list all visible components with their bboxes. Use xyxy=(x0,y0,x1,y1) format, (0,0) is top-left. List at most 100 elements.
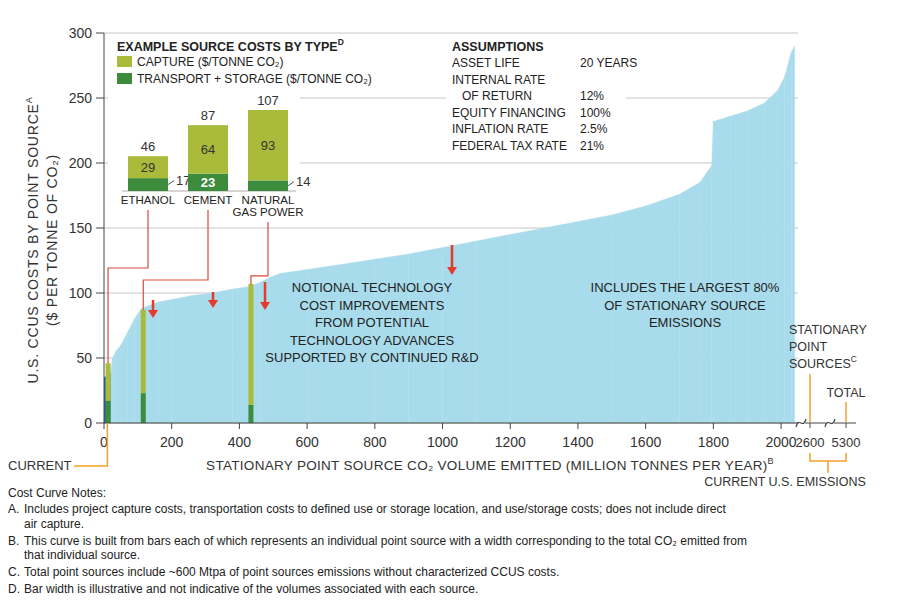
improvement-arrow xyxy=(212,292,215,301)
improvement-arrow-head xyxy=(208,300,218,308)
y-tick xyxy=(96,228,104,229)
area-segment xyxy=(141,306,148,423)
source-bar xyxy=(141,393,146,423)
note-text: air capture. xyxy=(24,517,84,531)
y-axis-label: ($ PER TONNE OF CO₂) xyxy=(44,154,60,326)
axis-break xyxy=(825,419,835,427)
note-text: This curve is built from bars each of wh… xyxy=(24,534,747,548)
source-bar xyxy=(141,310,146,393)
assumption-label: INFLATION RATE xyxy=(452,122,548,136)
grid-line xyxy=(104,33,798,34)
inset-data-label: 14 xyxy=(296,174,310,189)
x-tick-label: 1000 xyxy=(427,434,458,450)
x-tick-label: 1600 xyxy=(630,434,661,450)
x-tick-label: 2600 xyxy=(796,435,825,450)
assumption-label: ASSET LIFE xyxy=(452,56,520,70)
y-tick xyxy=(96,293,104,294)
y-tick-label: 50 xyxy=(76,350,92,366)
x-axis-extension xyxy=(805,423,826,424)
superscript: A xyxy=(24,96,34,103)
inset-data-label: 64 xyxy=(201,142,215,157)
break-label: SOURCESC xyxy=(789,354,857,371)
axis-break xyxy=(796,419,806,427)
inset-panel xyxy=(108,36,300,226)
inset-total-label: 87 xyxy=(201,108,215,123)
improvement-arrow-head xyxy=(148,310,158,318)
break-label: TOTAL xyxy=(826,386,865,400)
area-segment xyxy=(116,345,121,423)
area-segment xyxy=(134,309,141,423)
x-tick xyxy=(781,423,782,429)
area-segment xyxy=(121,332,128,423)
x-tick xyxy=(713,423,714,429)
y-tick xyxy=(96,163,104,164)
grid-line xyxy=(104,423,798,424)
area-segment xyxy=(476,235,510,424)
annotation: NOTIONAL TECHNOLOGY xyxy=(292,280,453,295)
assumption-value: 21% xyxy=(580,139,604,153)
improvement-arrow-head xyxy=(447,267,457,275)
source-bar xyxy=(106,401,111,423)
y-tick-label: 100 xyxy=(69,285,93,301)
note-text: Includes project capture costs, transpor… xyxy=(24,502,726,516)
inset-data-label: 93 xyxy=(261,138,275,153)
assumption-label: EQUITY FINANCING xyxy=(452,106,566,120)
x-tick xyxy=(810,423,811,428)
x-tick-label: 400 xyxy=(228,434,252,450)
orange-leader xyxy=(74,423,107,466)
assumption-value: 100% xyxy=(580,106,611,120)
x-tick xyxy=(442,423,443,429)
note-letter: D. xyxy=(8,582,20,596)
y-tick xyxy=(96,33,104,34)
assumption-label: FEDERAL TAX RATE xyxy=(452,139,567,153)
y-tick-label: 300 xyxy=(69,25,93,41)
figure: NOTIONAL TECHNOLOGY COST IMPROVEMENTS FROM… xyxy=(0,0,908,608)
superscript: D xyxy=(338,37,344,47)
legend-label: CAPTURE ($/TONNE CO₂) xyxy=(137,55,283,69)
annotation: COST IMPROVEMENTS xyxy=(300,298,445,313)
area-segment xyxy=(158,300,172,424)
note-text: Bar width is illustrative and not indica… xyxy=(24,582,478,596)
legend-swatch xyxy=(117,73,132,84)
inset-title: EXAMPLE SOURCE COSTS BY TYPED xyxy=(117,37,344,54)
x-tick xyxy=(307,423,308,429)
x-tick xyxy=(374,423,375,429)
area-segment xyxy=(192,293,212,423)
inset-bar xyxy=(248,110,288,180)
area-segment xyxy=(764,90,778,423)
assumption-value: 12% xyxy=(580,89,604,103)
inset-category-label: GAS POWER xyxy=(233,206,304,218)
inset-category-label: CEMENT xyxy=(184,194,233,206)
annotation: INCLUDES THE LARGEST 80% xyxy=(591,280,780,295)
annotation: FROM POTENTIAL xyxy=(315,315,429,330)
notes-title: Cost Curve Notes: xyxy=(8,486,106,500)
x-tick-label: 1200 xyxy=(495,434,526,450)
assumptions-title: ASSUMPTIONS xyxy=(452,40,544,54)
note-letter: B. xyxy=(8,534,19,548)
note-letter: A. xyxy=(8,502,19,516)
area-segment xyxy=(270,274,280,424)
area-segment xyxy=(730,111,747,423)
area-segment xyxy=(233,287,250,424)
inset-data-label: 23 xyxy=(201,175,215,190)
improvement-arrow xyxy=(264,282,267,303)
inset-data-label: 29 xyxy=(141,160,155,175)
note-letter: C. xyxy=(8,565,20,579)
improvement-arrow xyxy=(152,300,155,311)
break-label: POINT xyxy=(789,340,828,354)
x-tick xyxy=(510,423,511,429)
superscript: B xyxy=(768,456,774,466)
y-tick-label: 200 xyxy=(69,155,93,171)
y-tick xyxy=(96,98,104,99)
area-segment xyxy=(148,302,158,423)
leader-line xyxy=(108,210,148,363)
area-segment xyxy=(612,206,646,423)
x-axis-extension xyxy=(834,423,856,424)
orange-bracket xyxy=(810,453,846,473)
y-axis-label: U.S. CCUS COSTS BY POINT SOURCEA xyxy=(24,96,41,383)
legend-swatch xyxy=(117,56,132,67)
plot-area xyxy=(104,46,795,423)
inset-bar xyxy=(248,180,288,191)
x-tick-label: 1400 xyxy=(562,434,593,450)
improvement-arrow-head xyxy=(260,302,270,310)
